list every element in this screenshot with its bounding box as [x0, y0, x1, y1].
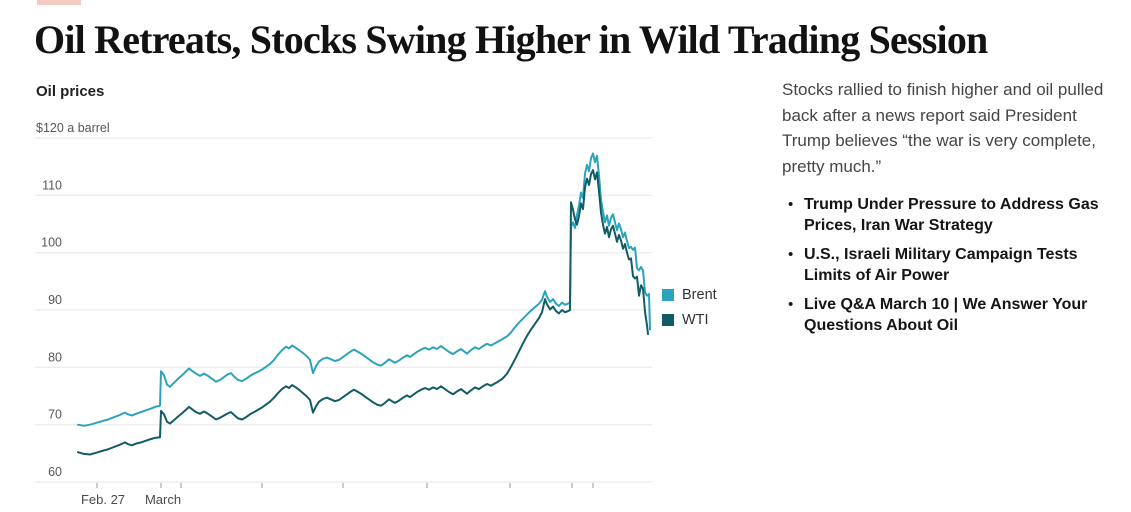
legend-label: Brent — [682, 287, 717, 303]
related-links-list: • Trump Under Pressure to Address Gas Pr… — [782, 194, 1122, 336]
chart-legend: Brent WTI — [662, 287, 717, 337]
legend-item-brent: Brent — [662, 287, 717, 303]
y-axis-tick-label: 110 — [42, 178, 62, 192]
oil-prices-line-chart[interactable]: $120 a barrel 110 100 90 80 70 60 Feb. 27 March — [0, 0, 770, 512]
y-axis-unit-label: $120 a barrel — [36, 121, 110, 135]
related-link-item[interactable]: • U.S., Israeli Military Campaign Tests … — [782, 244, 1122, 286]
x-axis-label: March — [145, 492, 181, 507]
bullet-icon: • — [788, 296, 794, 313]
y-axis-tick-label: 70 — [48, 408, 62, 422]
article-summary: Stocks rallied to finish higher and oil … — [782, 80, 1104, 176]
bullet-icon: • — [788, 196, 794, 213]
wti-color-swatch — [662, 314, 674, 326]
related-link-item[interactable]: • Live Q&A March 10 | We Answer Your Que… — [782, 294, 1122, 336]
y-axis-tick-label: 100 — [41, 236, 62, 250]
legend-item-wti: WTI — [662, 312, 717, 328]
article-summary-column: Stocks rallied to finish higher and oil … — [782, 77, 1122, 344]
y-axis-tick-label: 90 — [48, 293, 62, 307]
series-line-wti[interactable] — [77, 169, 649, 456]
category-badge — [37, 0, 81, 5]
series-line-brent[interactable] — [77, 152, 651, 427]
related-link-text: Trump Under Pressure to Address Gas Pric… — [804, 196, 1099, 234]
brent-color-swatch — [662, 289, 674, 301]
related-link-text: U.S., Israeli Military Campaign Tests Li… — [804, 246, 1078, 284]
x-axis-label: Feb. 27 — [81, 492, 125, 507]
headline: Oil Retreats, Stocks Swing Higher in Wil… — [34, 17, 988, 62]
y-axis-tick-label: 80 — [48, 350, 62, 364]
chart-title: Oil prices — [36, 83, 105, 100]
y-axis-tick-label: 60 — [48, 465, 62, 479]
bullet-icon: • — [788, 246, 794, 263]
related-link-item[interactable]: • Trump Under Pressure to Address Gas Pr… — [782, 194, 1122, 236]
legend-label: WTI — [682, 312, 709, 328]
related-link-text: Live Q&A March 10 | We Answer Your Quest… — [804, 296, 1088, 334]
